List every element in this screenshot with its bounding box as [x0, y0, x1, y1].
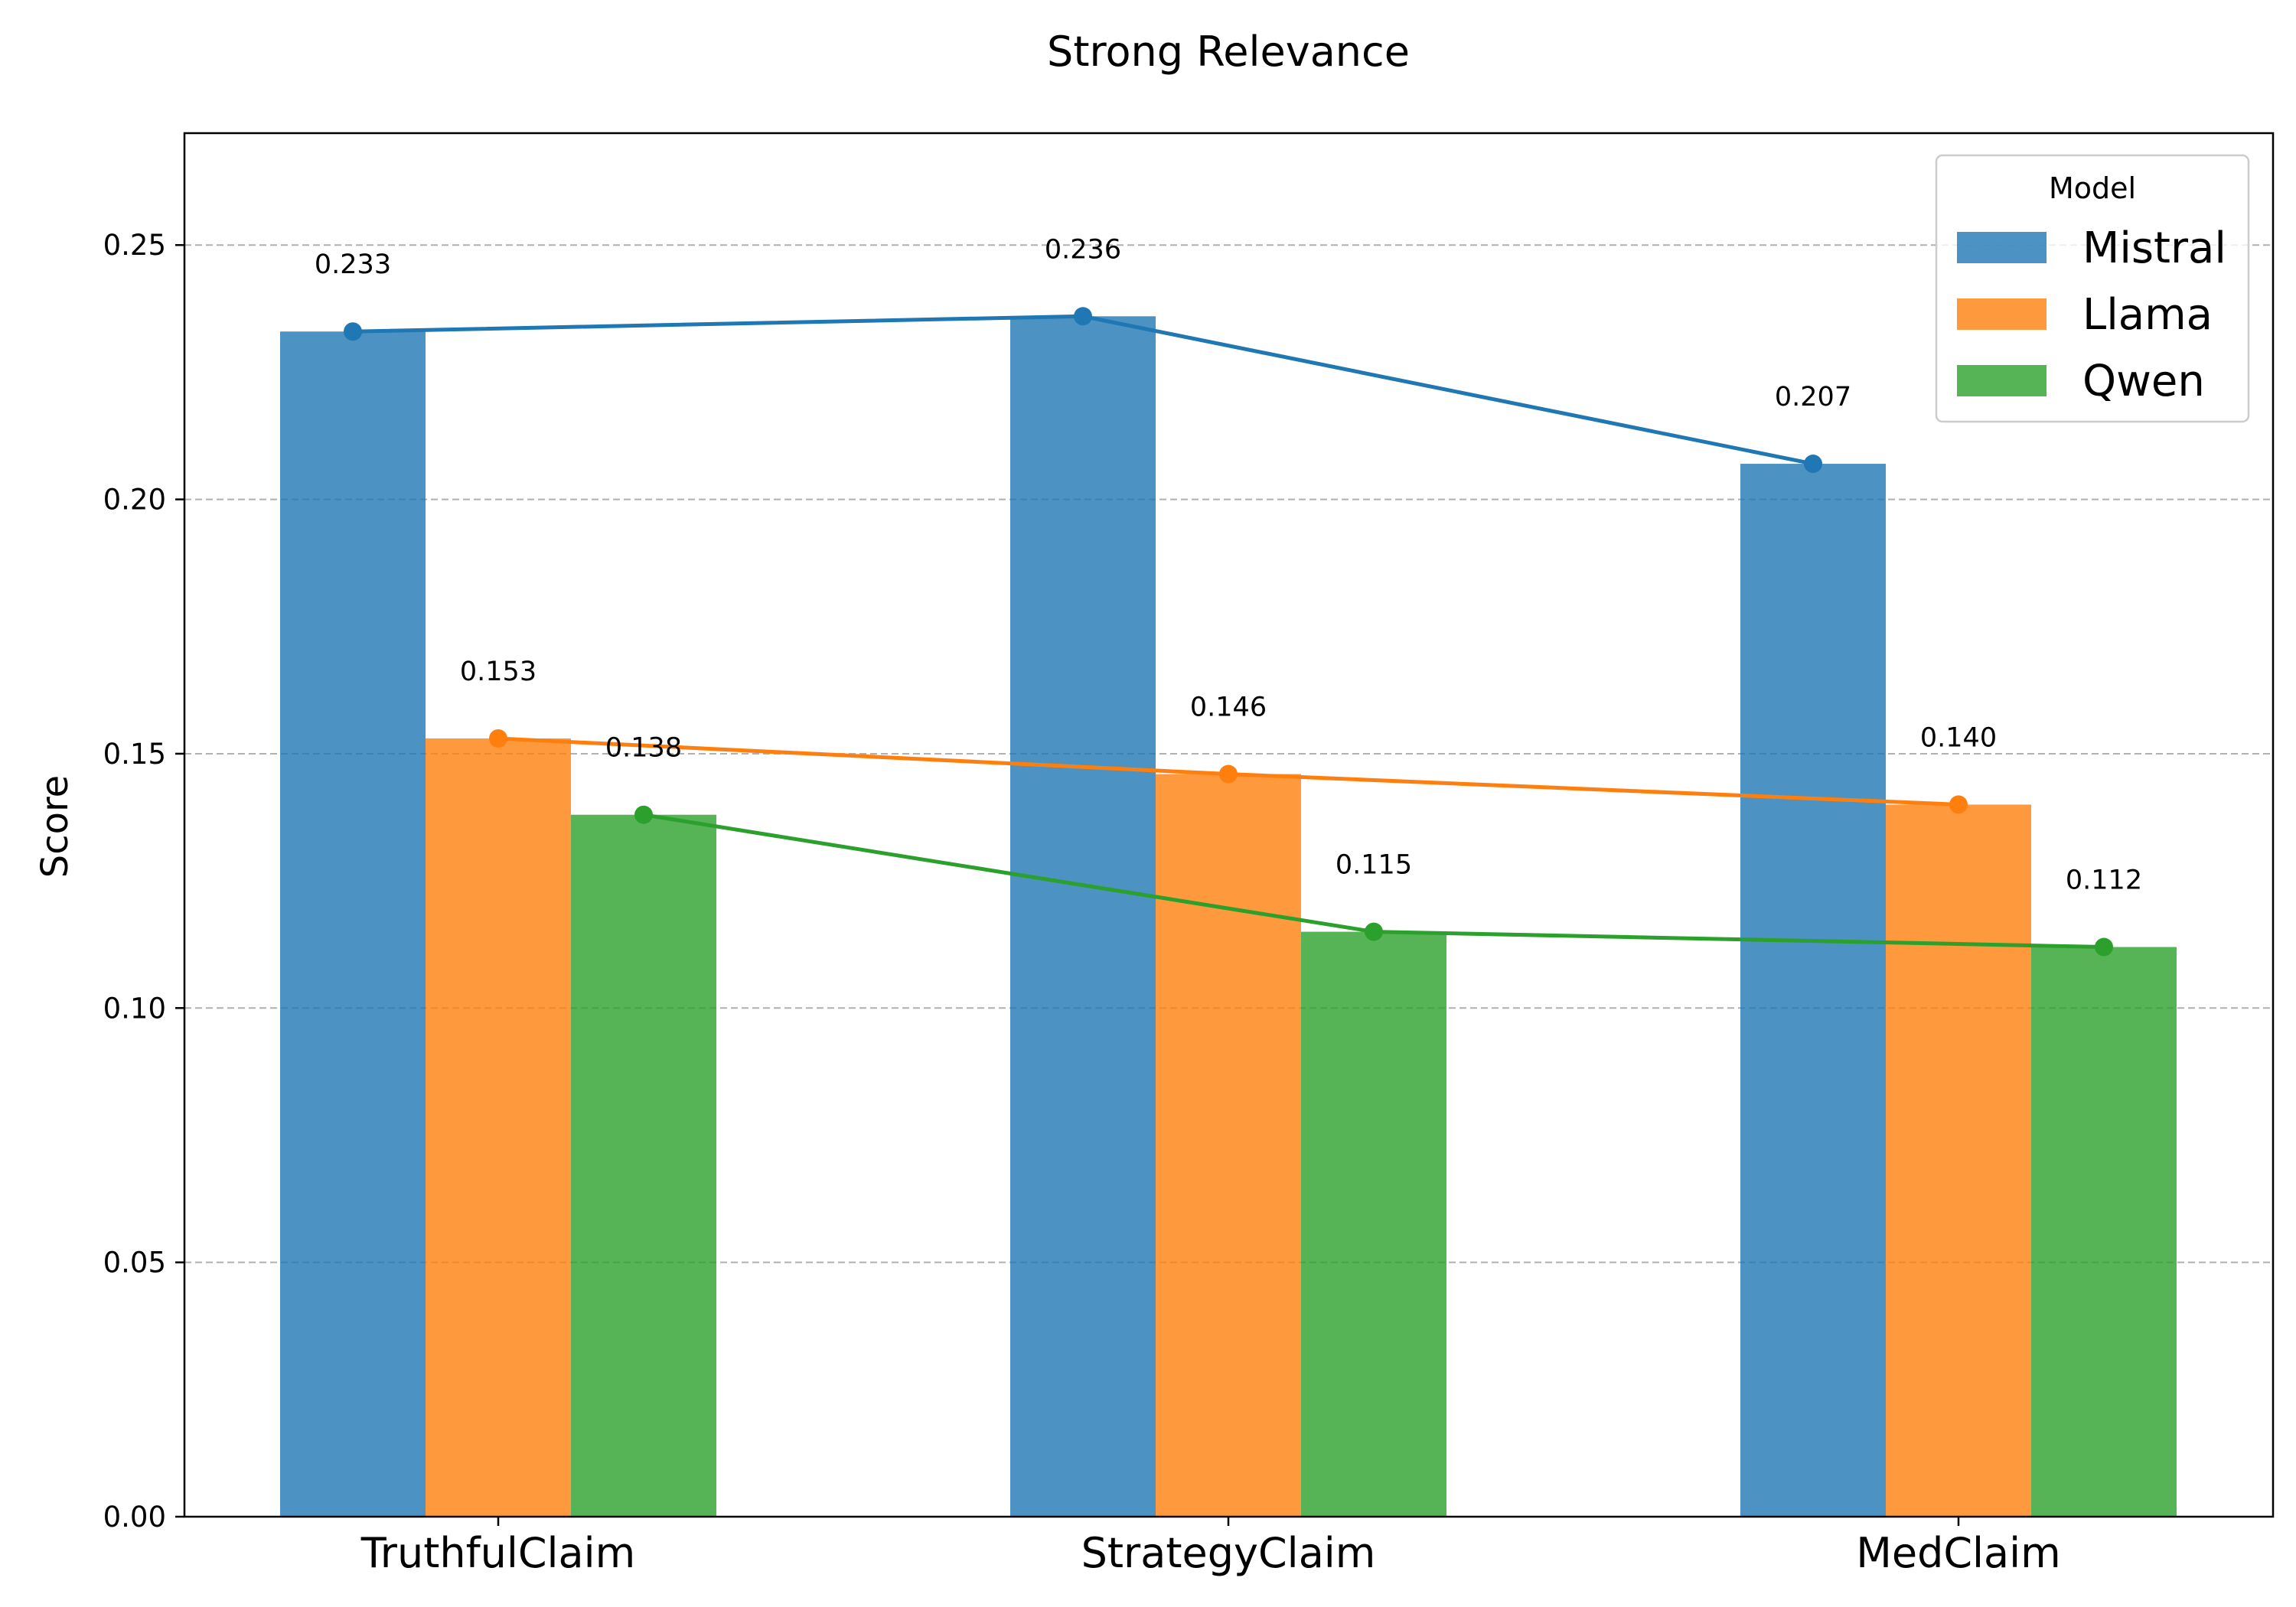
- legend: Model Mistral Llama Qwen: [1935, 154, 2250, 423]
- data-label: 0.138: [605, 733, 682, 764]
- chart-title: Strong Relevance: [1047, 28, 1410, 76]
- y-tick-label: 0.25: [103, 229, 166, 262]
- legend-swatch-qwen: [1957, 365, 2047, 396]
- marker-llama: [1949, 795, 1968, 814]
- x-tick-label: MedClaim: [1856, 1529, 2061, 1577]
- data-label: 0.140: [1920, 722, 1997, 753]
- bar-mistral: [1740, 464, 1886, 1517]
- marker-qwen: [634, 805, 653, 824]
- marker-qwen: [2095, 937, 2113, 957]
- y-tick-label: 0.05: [103, 1247, 166, 1279]
- legend-swatch-mistral: [1957, 232, 2047, 263]
- marker-mistral: [1074, 307, 1092, 326]
- marker-qwen: [1365, 922, 1383, 941]
- data-labels: 0.233 0.236 0.207 0.153 0.146 0.140 0.138 0.115…: [315, 234, 2142, 895]
- legend-box: [1935, 154, 2250, 423]
- bars: [280, 316, 2177, 1517]
- bar-mistral: [1010, 316, 1156, 1517]
- marker-llama: [489, 729, 507, 748]
- y-axis-label: Score: [34, 775, 77, 878]
- legend-swatch-llama: [1957, 298, 2047, 330]
- y-tick-label: 0.10: [103, 992, 166, 1025]
- bar-llama: [426, 738, 571, 1517]
- data-label: 0.233: [315, 249, 391, 280]
- data-label: 0.153: [460, 657, 536, 687]
- bar-qwen: [2031, 947, 2177, 1517]
- marker-llama: [1219, 764, 1238, 784]
- data-label: 0.112: [2066, 865, 2142, 896]
- legend-label-llama: Llama: [2082, 290, 2213, 340]
- legend-label-mistral: Mistral: [2082, 223, 2226, 273]
- bar-llama: [1886, 804, 2031, 1517]
- data-label: 0.236: [1045, 234, 1121, 265]
- y-axis-ticks: 0.00 0.05 0.10 0.15 0.20 0.25: [103, 229, 184, 1534]
- x-axis-ticks: TruthfulClaim StrategyClaim MedClaim: [360, 1517, 2061, 1577]
- marker-mistral: [1804, 455, 1822, 474]
- data-label: 0.146: [1190, 693, 1267, 723]
- legend-label-qwen: Qwen: [2082, 357, 2205, 406]
- data-label: 0.207: [1775, 382, 1851, 412]
- bar-llama: [1156, 774, 1301, 1517]
- y-tick-label: 0.15: [103, 738, 166, 771]
- legend-title: Model: [2049, 171, 2136, 205]
- marker-mistral: [344, 322, 362, 341]
- bar-qwen: [571, 814, 716, 1517]
- series-lines: [344, 307, 2113, 957]
- bar-qwen: [1301, 931, 1446, 1517]
- bar-mistral: [280, 331, 426, 1517]
- data-label: 0.115: [1336, 850, 1412, 881]
- y-tick-label: 0.20: [103, 484, 166, 517]
- x-tick-label: StrategyClaim: [1081, 1529, 1376, 1577]
- y-tick-label: 0.00: [103, 1501, 166, 1534]
- x-tick-label: TruthfulClaim: [360, 1529, 636, 1577]
